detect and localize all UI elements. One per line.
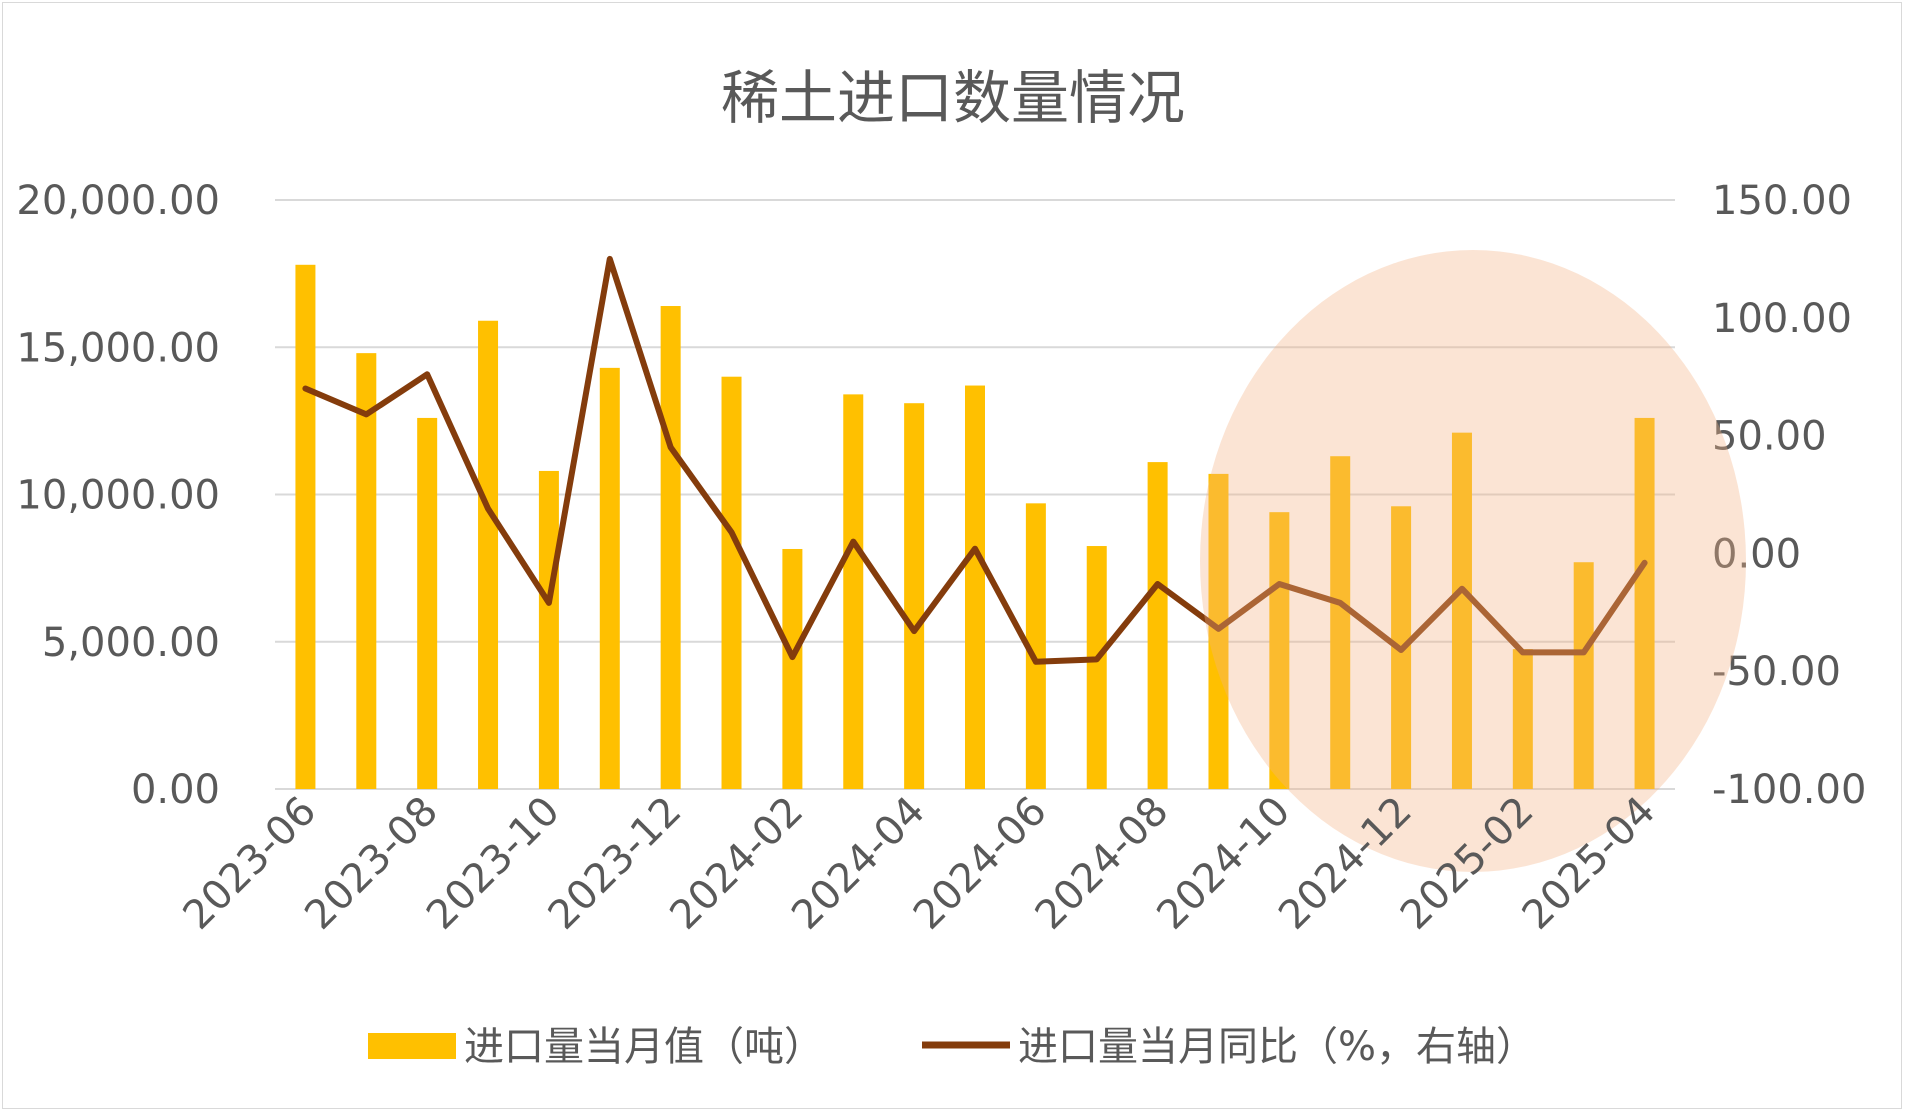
- bar: [356, 353, 377, 789]
- left-axis-tick-label: 10,000.00: [16, 473, 220, 519]
- bar: [417, 417, 438, 789]
- left-axis-tick-label: 20,000.00: [16, 178, 220, 224]
- bar: [1451, 432, 1472, 789]
- bar: [965, 385, 985, 789]
- left-axis-tick-label: 15,000.00: [16, 325, 220, 371]
- left-axis-tick-label: 0.00: [131, 767, 220, 813]
- legend: 进口量当月值（吨） 进口量当月同比（%，右轴）: [368, 1024, 1536, 1070]
- bar: [1573, 562, 1594, 789]
- bar: [843, 394, 864, 789]
- bar: [538, 470, 559, 789]
- right-axis-ticks: -100.00 -50.00 0.00 50.00 100.00 150.00: [1712, 178, 1866, 813]
- legend-bar-label: 进口量当月值（吨）: [464, 1024, 824, 1070]
- bar: [660, 306, 681, 789]
- x-axis-tick-label: 2024-06: [905, 788, 1056, 939]
- bar: [1512, 649, 1533, 789]
- x-axis-tick-label: 2023-12: [540, 788, 691, 939]
- bar: [295, 264, 316, 789]
- x-axis-tick-label: 2023-10: [418, 788, 569, 939]
- bar: [1330, 456, 1351, 789]
- bar: [904, 403, 925, 789]
- right-axis-tick-label: 0.00: [1712, 531, 1801, 577]
- bar: [1025, 503, 1046, 789]
- left-axis-tick-label: 5,000.00: [42, 620, 220, 666]
- bar: [599, 367, 620, 789]
- highlight-ellipse: [1200, 250, 1746, 872]
- bar: [1269, 512, 1290, 789]
- chart-title: 稀土进口数量情况: [721, 64, 1185, 132]
- x-axis-tick-label: 2024-10: [1148, 788, 1299, 939]
- bar: [782, 548, 803, 789]
- yoy-line: [302, 255, 1648, 665]
- right-axis-tick-label: 100.00: [1712, 296, 1852, 342]
- right-axis-tick-label: -100.00: [1712, 767, 1866, 813]
- right-axis-tick-label: 150.00: [1712, 178, 1852, 224]
- x-axis-tick-label: 2024-08: [1027, 788, 1178, 939]
- bar: [721, 376, 742, 789]
- bar: [1147, 462, 1168, 789]
- right-axis-tick-label: 50.00: [1712, 414, 1827, 460]
- x-axis-tick-label: 2024-02: [661, 788, 812, 939]
- bar: [1086, 546, 1107, 789]
- right-axis-tick-label: -50.00: [1712, 649, 1841, 695]
- x-axis-tick-label: 2023-08: [296, 788, 447, 939]
- bar: [1634, 417, 1655, 789]
- x-axis-tick-label: 2024-04: [783, 788, 934, 939]
- line-series: [302, 255, 1648, 665]
- legend-bar-swatch: [368, 1033, 456, 1059]
- left-axis-ticks: 0.00 5,000.00 10,000.00 15,000.00 20,000.00: [16, 178, 220, 813]
- bar: [478, 320, 499, 789]
- legend-line-label: 进口量当月同比（%，右轴）: [1018, 1024, 1536, 1070]
